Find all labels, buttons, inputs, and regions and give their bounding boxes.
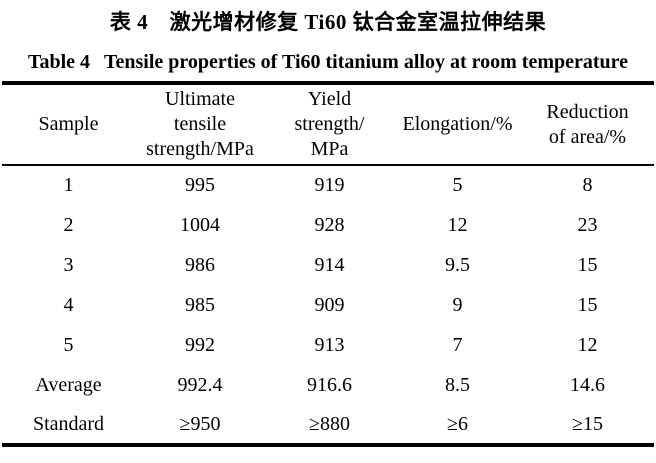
table-row-sample-3: 3 986 914 9.5 15	[2, 245, 654, 285]
cell-uts: 992	[185, 333, 215, 356]
column-header-elongation: Elongation/%	[394, 83, 521, 166]
cell-elongation: 7	[452, 333, 463, 356]
cell-reduction: 15	[577, 293, 598, 316]
table-row-average: Average 992.4 916.6 8.5 14.6	[2, 365, 654, 405]
cell-uts: 1004	[180, 213, 220, 236]
cell-yield: ≥880	[309, 412, 350, 435]
table-row-standard: Standard ≥950 ≥880 ≥6 ≥15	[2, 405, 654, 445]
cell-yield: 916.6	[307, 373, 352, 396]
table-caption-english-title: Tensile properties of Ti60 titanium allo…	[104, 51, 629, 73]
cell-uts: 986	[185, 253, 215, 276]
cell-uts: 992.4	[177, 373, 223, 396]
cell-yield: 913	[314, 333, 345, 356]
cell-reduction: 8	[582, 174, 593, 196]
cell-reduction: ≥15	[572, 412, 603, 435]
cell-elongation: 9	[452, 293, 463, 316]
cell-elongation: 8.5	[445, 373, 470, 396]
cell-sample: Average	[35, 373, 102, 396]
column-header-reduction-of-area: Reduction of area/%	[521, 83, 654, 166]
table-row-sample-2: 2 1004 928 12 23	[2, 205, 654, 245]
cell-elongation: 5	[452, 174, 463, 196]
cell-sample: Standard	[32, 412, 105, 435]
cell-yield: 914	[314, 253, 345, 276]
cell-reduction: 15	[577, 253, 598, 276]
table-row-sample-5: 5 992 913 7 12	[2, 325, 654, 365]
tensile-properties-table: Sample Ultimate tensile strength/MPa Yie…	[2, 81, 654, 447]
cell-elongation: ≥6	[447, 412, 468, 435]
table-row-sample-4: 4 985 909 9 15	[2, 285, 654, 325]
cell-elongation: 9.5	[445, 253, 470, 276]
cell-sample: 1	[63, 174, 74, 196]
column-header-yield-strength: Yield strength/ MPa	[265, 83, 394, 166]
cell-uts: 985	[185, 293, 215, 316]
cell-sample: 3	[63, 253, 74, 276]
table-caption-english: Table 4 Tensile properties of Ti60 titani…	[0, 48, 656, 76]
table-header-row: Sample Ultimate tensile strength/MPa Yie…	[2, 83, 654, 166]
column-header-ultimate-tensile-strength: Ultimate tensile strength/MPa	[135, 83, 265, 166]
cell-uts: 995	[185, 174, 215, 196]
cell-elongation: 12	[447, 213, 468, 236]
table-row-sample-1: 1 995 919 5 8	[2, 165, 654, 205]
cell-sample: 5	[63, 333, 74, 356]
cell-sample: 4	[63, 293, 74, 316]
cell-yield: 919	[314, 174, 345, 196]
cell-reduction: 12	[577, 333, 598, 356]
cell-uts: ≥950	[179, 412, 221, 435]
cell-yield: 909	[314, 293, 345, 316]
cell-reduction: 23	[577, 213, 598, 236]
column-header-sample: Sample	[2, 83, 135, 166]
table-caption-chinese: 表 4 激光增材修复 Ti60 钛合金室温拉伸结果	[109, 10, 547, 34]
table-caption-english-label: Table 4	[27, 51, 90, 73]
cell-sample: 2	[63, 213, 74, 236]
cell-yield: 928	[314, 213, 345, 236]
cell-reduction: 14.6	[570, 373, 605, 396]
